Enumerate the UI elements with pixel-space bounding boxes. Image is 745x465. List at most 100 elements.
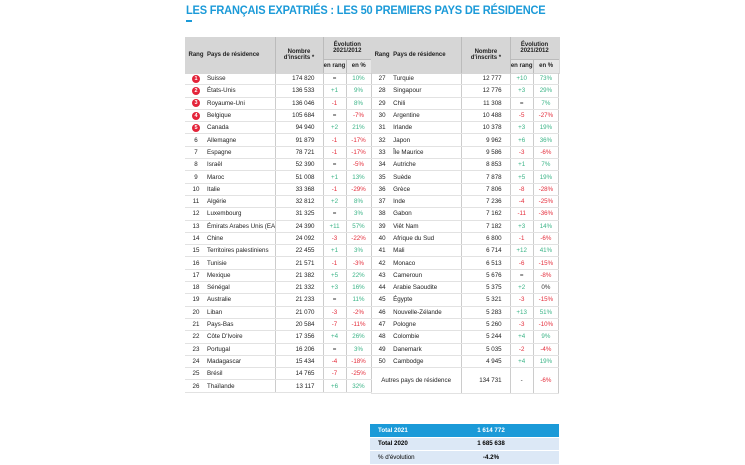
table-row: 28 Singapour 12 776 +3 29%: [371, 84, 560, 98]
country: Brésil: [207, 367, 275, 381]
inscrits-count: 7 878: [461, 170, 511, 184]
evolution-rank: +2: [323, 121, 347, 135]
country: Australie: [207, 293, 275, 307]
inscrits-count: 10 378: [461, 121, 511, 135]
evolution-pct: 41%: [533, 244, 560, 258]
table-row: 21 Pays-Bas 20 584 -7 -11%: [185, 318, 372, 332]
inscrits-count: 21 070: [274, 306, 324, 319]
evolution-pct: 9%: [346, 84, 372, 98]
inscrits-count: 9 586: [461, 146, 511, 160]
evolution-rank: -2: [510, 343, 534, 356]
rank: 9: [194, 173, 198, 181]
evolution-rank: -1: [323, 183, 347, 196]
inscrits-count: 9 962: [461, 133, 511, 147]
country: Suisse: [207, 73, 275, 86]
country: Espagne: [207, 146, 275, 160]
inscrits-count: 21 233: [274, 293, 324, 307]
total-value: 1 614 772: [477, 426, 505, 434]
rank: 12: [192, 210, 200, 218]
evolution-pct: -10%: [533, 318, 560, 332]
inscrits-count: 7 182: [461, 220, 511, 233]
table-row: 34 Autriche 8 853 +1 7%: [371, 158, 560, 172]
evolution-rank: +4: [510, 355, 534, 369]
inscrits-count: 5 244: [461, 330, 511, 344]
country: Afrique du Sud: [393, 232, 462, 246]
evolution-rank: +1: [323, 244, 347, 258]
evolution-rank: -3: [510, 293, 534, 307]
country: Tunisie: [207, 256, 275, 270]
rank: 18: [192, 284, 200, 292]
table-row: 37 Inde 7 236 -4 -25%: [371, 195, 560, 209]
table-row: 20 Liban 21 070 -3 -2%: [185, 306, 372, 319]
table-row: 30 Argentine 10 488 -5 -27%: [371, 109, 560, 123]
header-nombre: Nombre d'inscrits *: [274, 37, 323, 73]
country: Singapour: [393, 84, 462, 98]
evolution-pct: 19%: [533, 355, 560, 369]
total-2020-row: Total 2020 1 685 638: [370, 437, 559, 451]
country: Chine: [207, 232, 275, 246]
header-rang: Rang: [188, 52, 204, 58]
header-evolution: Évolution 2021/2012: [322, 37, 371, 59]
inscrits-count: 7 236: [461, 195, 511, 209]
inscrits-count: 5 676: [461, 269, 511, 283]
evolution-pct: -4%: [533, 343, 560, 356]
rank-badge: 4: [192, 111, 200, 120]
rank: 32: [378, 136, 386, 144]
inscrits-count: 15 434: [274, 355, 324, 369]
evolution-rank: =: [323, 158, 347, 172]
inscrits-count: 32 812: [274, 195, 324, 209]
table-row: 46 Nouvelle-Zélande 5 283 +13 51%: [371, 306, 560, 319]
evolution-pct: 13%: [346, 170, 372, 184]
table-row: 3 Royaume-Uni 136 046 -1 8%: [185, 97, 372, 110]
table-row: 50 Cambodge 4 945 +4 19%: [371, 355, 560, 369]
table-row: 35 Suède 7 878 +5 19%: [371, 170, 560, 184]
rank: 15: [192, 247, 200, 255]
table-row: 27 Turquie 12 777 +10 73%: [371, 73, 560, 86]
evolution-rank: -1: [323, 133, 347, 147]
table-row: 13 Émirats Arabes Unis (EAU) 24 390 +11 …: [185, 220, 372, 233]
rank-badge: 5: [192, 123, 200, 132]
evolution-pct: 3%: [346, 207, 372, 221]
evolution-rank: -3: [510, 318, 534, 332]
inscrits-count: 7 806: [461, 183, 511, 196]
inscrits-count: 5 375: [461, 281, 511, 295]
header-en-rang: en rang: [322, 58, 346, 73]
inscrits-count: 5 283: [461, 306, 511, 319]
evolution-rank: +5: [510, 170, 534, 184]
evolution-pct: -3%: [346, 256, 372, 270]
rank-badge: 1: [192, 74, 200, 83]
evolution-rank: -3: [510, 146, 534, 160]
table-row: 32 Japon 9 962 +6 36%: [371, 133, 560, 147]
evolution-pct: 7%: [533, 158, 560, 172]
country: Israël: [207, 158, 275, 172]
country: Royaume-Uni: [207, 97, 275, 110]
header-en-pct: en %: [345, 58, 371, 73]
header-evolution: Évolution 2021/2012: [509, 37, 559, 59]
evolution-rank: +13: [510, 306, 534, 319]
country: Chili: [393, 97, 462, 110]
inscrits-count: 5 260: [461, 318, 511, 332]
table-row: 42 Monaco 6 513 -6 -15%: [371, 256, 560, 270]
country: Mali: [393, 244, 462, 258]
country: Argentine: [393, 109, 462, 123]
country: Pays-Bas: [207, 318, 275, 332]
rank: 35: [378, 173, 386, 181]
evolution-pct: 8%: [346, 195, 372, 209]
evolution-pct: 29%: [533, 84, 560, 98]
evolution-rank: -7: [323, 367, 347, 381]
evolution-rank: -1: [323, 97, 347, 110]
rank: 20: [192, 308, 200, 316]
inscrits-count: 12 776: [461, 84, 511, 98]
evolution-pct: 36%: [533, 133, 560, 147]
evolution-pct: 22%: [346, 269, 372, 283]
rank: 28: [378, 87, 386, 95]
country: Émirats Arabes Unis (EAU): [207, 220, 275, 233]
table-row: 33 Île Maurice 9 586 -3 -6%: [371, 146, 560, 160]
country: Côte D'Ivoire: [207, 330, 275, 344]
total-label: % d'évolution: [378, 453, 415, 461]
evolution-rank: +3: [323, 281, 347, 295]
inscrits-count: 136 533: [274, 84, 324, 98]
table-row: 47 Pologne 5 260 -3 -10%: [371, 318, 560, 332]
rank: 29: [378, 99, 386, 107]
evolution-rank: +3: [510, 121, 534, 135]
